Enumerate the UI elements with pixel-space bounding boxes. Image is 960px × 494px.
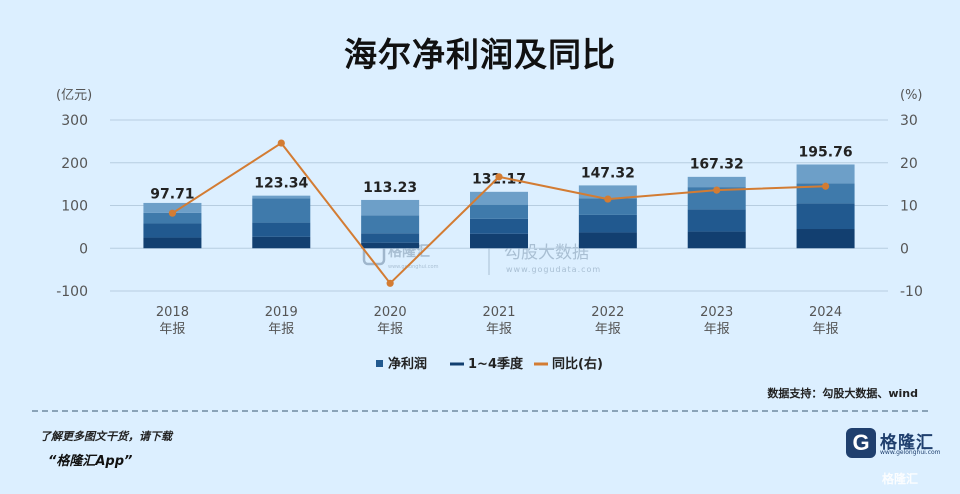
legend-label-yoy: 同比(右) — [552, 356, 603, 372]
x-tick-label-period: 年报 — [159, 322, 185, 337]
legend-label-quarters: 1~4季度 — [468, 356, 524, 372]
bar-segment-q4 — [687, 176, 746, 188]
yoy-point — [821, 182, 830, 190]
yoy-point — [604, 195, 612, 203]
right-tick-label: 10 — [900, 199, 918, 215]
bar-segment-q1 — [361, 242, 420, 249]
x-tick-label-period: 年报 — [268, 322, 294, 337]
bar-segment-q2 — [796, 203, 855, 230]
bar-segment-q3 — [252, 198, 311, 223]
bar-segment-q1 — [252, 236, 311, 249]
x-tick-label-period: 年报 — [813, 322, 839, 337]
data-label: 123.34 — [254, 176, 308, 192]
left-tick-label: -100 — [56, 284, 88, 300]
bar-segment-q4 — [578, 185, 637, 199]
left-axis-unit: (亿元) — [56, 88, 92, 103]
legend-marker-net-profit — [376, 360, 383, 367]
yoy-point — [277, 139, 285, 147]
bar-segment-q1 — [470, 233, 528, 249]
x-tick-label-period: 年报 — [704, 322, 730, 337]
x-tick-label-year: 2022 — [591, 305, 624, 320]
bar-segment-q1 — [578, 232, 637, 249]
bar-segment-q2 — [687, 209, 746, 232]
right-tick-label: 0 — [900, 241, 909, 257]
data-label: 113.23 — [363, 180, 417, 196]
watermark-brand-domain: www.gelonghui.com — [388, 264, 439, 270]
x-tick-label-year: 2023 — [700, 305, 733, 320]
bar-segment-q1 — [687, 231, 746, 249]
bar-segment-q3 — [578, 198, 637, 215]
legend-label-net-profit: 净利润 — [388, 356, 427, 372]
corner-watermark: 格隆汇 — [882, 472, 919, 486]
data-label: 195.76 — [799, 145, 853, 161]
bar-segment-q3 — [796, 183, 855, 204]
x-tick-label-period: 年报 — [486, 322, 512, 337]
yoy-point — [168, 209, 177, 217]
footer-app-name: “格隆汇App” — [48, 454, 133, 469]
left-tick-label: 300 — [61, 113, 88, 129]
bar-segment-q3 — [143, 212, 202, 224]
bar-segment-q3 — [687, 187, 746, 210]
x-tick-label-year: 2018 — [156, 305, 189, 320]
source-note: 数据支持：勾股大数据、wind — [767, 386, 918, 400]
bar-segment-q2 — [470, 218, 528, 234]
bar-segment-q2 — [252, 222, 311, 237]
bar-segment-q4 — [361, 199, 420, 216]
watermark-url: www.gogudata.com — [506, 265, 601, 274]
bar-segment-q3 — [470, 204, 528, 219]
right-axis-unit: (%) — [900, 88, 923, 103]
yoy-point — [495, 173, 503, 181]
x-tick-label-year: 2021 — [482, 305, 515, 320]
brand-domain: www.gelonghui.com — [880, 449, 941, 456]
x-tick-label-year: 2024 — [809, 305, 842, 320]
footer-divider — [32, 410, 928, 412]
left-tick-label: 200 — [61, 156, 88, 172]
bar-segment-q4 — [470, 191, 528, 205]
data-label: 147.32 — [581, 165, 635, 181]
yoy-point — [386, 279, 394, 287]
footer-cta-text: 了解更多图文干货，请下载 — [40, 430, 172, 443]
right-tick-label: 20 — [900, 156, 918, 172]
bar-segment-q2 — [143, 223, 202, 238]
right-tick-label: 30 — [900, 113, 918, 129]
x-tick-label-year: 2019 — [265, 305, 298, 320]
left-tick-label: 100 — [61, 199, 88, 215]
bar-segment-q4 — [796, 164, 855, 184]
x-tick-label-year: 2020 — [374, 305, 407, 320]
yoy-point — [713, 186, 721, 194]
data-label: 97.71 — [150, 186, 194, 202]
left-tick-label: 0 — [79, 241, 88, 257]
chart-title: 海尔净利润及同比 — [344, 35, 616, 74]
bar-segment-q2 — [361, 233, 420, 243]
brand-name: 格隆汇 — [880, 433, 934, 453]
bar-segment-q1 — [796, 229, 855, 249]
bar-segment-q2 — [578, 214, 637, 233]
data-label: 167.32 — [690, 157, 744, 173]
bar-segment-q4 — [252, 195, 311, 199]
bar-segment-q3 — [361, 215, 420, 234]
x-tick-label-period: 年报 — [595, 322, 621, 337]
x-tick-label-period: 年报 — [377, 322, 403, 337]
brand-logo-icon: G — [846, 428, 876, 458]
bar-segment-q1 — [143, 237, 202, 249]
bar-segment-q4 — [143, 202, 202, 213]
right-tick-label: -10 — [900, 284, 923, 300]
